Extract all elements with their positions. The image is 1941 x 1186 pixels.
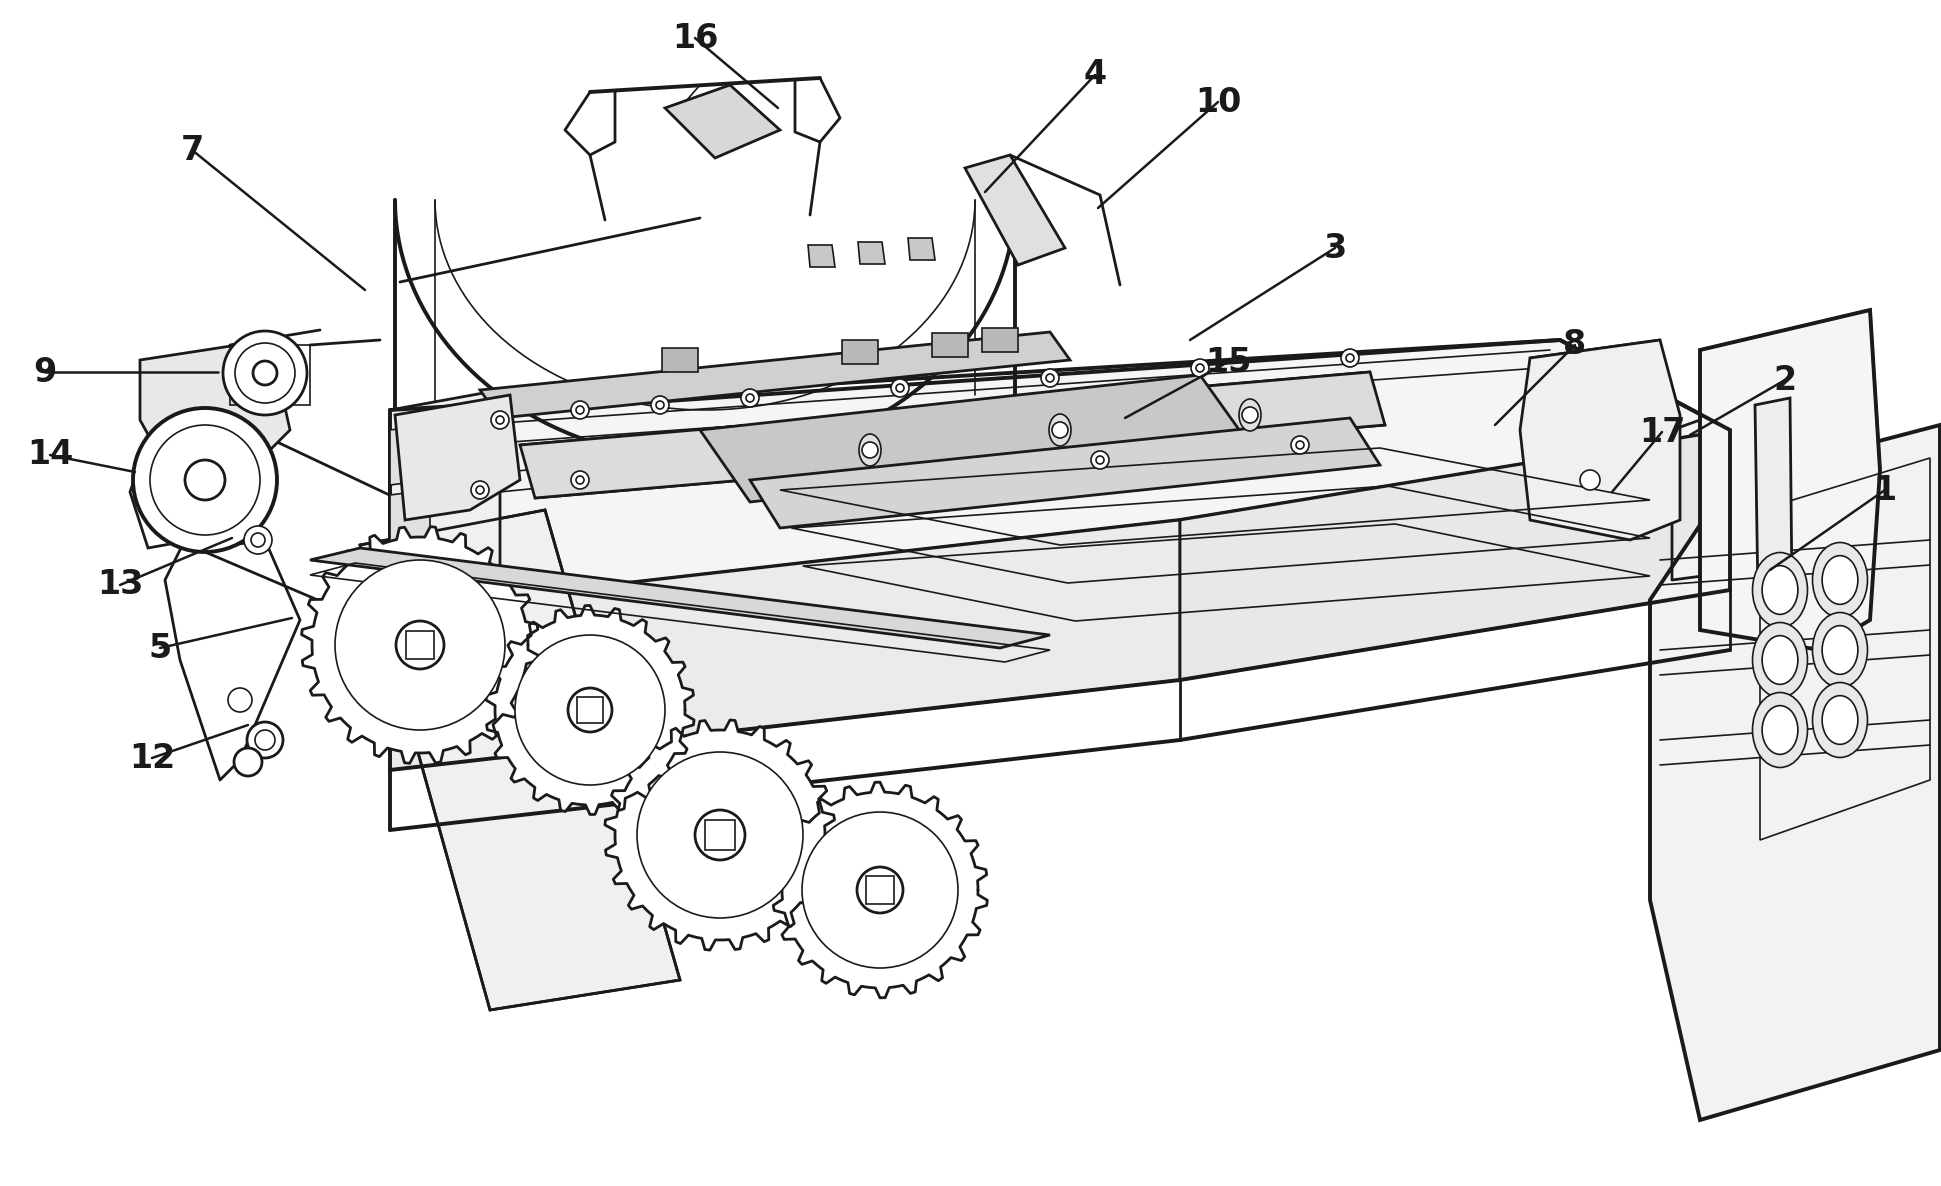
- Circle shape: [336, 560, 505, 731]
- Polygon shape: [842, 340, 877, 364]
- Polygon shape: [390, 490, 431, 550]
- Polygon shape: [130, 250, 1929, 1185]
- Ellipse shape: [1813, 682, 1867, 758]
- Circle shape: [1091, 451, 1108, 468]
- Circle shape: [1242, 407, 1258, 423]
- Polygon shape: [359, 510, 679, 1010]
- Ellipse shape: [1823, 555, 1858, 605]
- Circle shape: [858, 867, 903, 913]
- Circle shape: [235, 748, 262, 776]
- Circle shape: [569, 688, 611, 732]
- Polygon shape: [1520, 340, 1681, 540]
- Polygon shape: [390, 425, 431, 485]
- Text: 14: 14: [27, 439, 74, 472]
- Polygon shape: [606, 720, 835, 950]
- Polygon shape: [858, 242, 885, 264]
- Circle shape: [1580, 470, 1599, 490]
- Polygon shape: [773, 783, 988, 997]
- Polygon shape: [1650, 425, 1939, 1120]
- Ellipse shape: [1813, 612, 1867, 688]
- Polygon shape: [311, 548, 1050, 648]
- Circle shape: [514, 635, 666, 785]
- Polygon shape: [701, 375, 1250, 502]
- Circle shape: [247, 722, 283, 758]
- Circle shape: [1040, 369, 1060, 387]
- Polygon shape: [749, 417, 1380, 528]
- Ellipse shape: [1753, 623, 1807, 697]
- Circle shape: [227, 688, 252, 712]
- Text: 17: 17: [1638, 415, 1685, 448]
- Circle shape: [650, 396, 670, 414]
- Polygon shape: [301, 527, 538, 764]
- Text: 2: 2: [1774, 363, 1797, 396]
- Ellipse shape: [1048, 414, 1071, 446]
- Text: 5: 5: [148, 631, 171, 664]
- Polygon shape: [520, 372, 1386, 498]
- Text: 9: 9: [33, 356, 56, 389]
- Circle shape: [1052, 422, 1068, 438]
- Ellipse shape: [860, 434, 881, 466]
- Text: 1: 1: [1873, 473, 1896, 506]
- Ellipse shape: [1813, 542, 1867, 618]
- Circle shape: [134, 408, 278, 551]
- Polygon shape: [662, 347, 699, 372]
- Polygon shape: [705, 820, 736, 850]
- Polygon shape: [1755, 398, 1792, 598]
- Circle shape: [741, 389, 759, 407]
- Polygon shape: [576, 697, 604, 723]
- Ellipse shape: [1762, 566, 1797, 614]
- Polygon shape: [390, 340, 1729, 610]
- Polygon shape: [485, 606, 695, 815]
- Polygon shape: [807, 246, 835, 267]
- Circle shape: [472, 482, 489, 499]
- Polygon shape: [1700, 310, 1881, 650]
- Polygon shape: [908, 238, 936, 260]
- Circle shape: [1192, 359, 1209, 377]
- Polygon shape: [932, 333, 969, 357]
- Ellipse shape: [1823, 626, 1858, 675]
- Text: 4: 4: [1083, 58, 1106, 91]
- Ellipse shape: [1762, 706, 1797, 754]
- Circle shape: [637, 752, 804, 918]
- Polygon shape: [396, 395, 520, 519]
- Circle shape: [1291, 436, 1308, 454]
- Ellipse shape: [1238, 398, 1262, 431]
- Circle shape: [252, 361, 278, 385]
- Ellipse shape: [1753, 553, 1807, 627]
- Circle shape: [862, 442, 877, 458]
- Polygon shape: [866, 876, 893, 904]
- Polygon shape: [965, 155, 1066, 264]
- Polygon shape: [982, 329, 1017, 352]
- Circle shape: [491, 412, 509, 429]
- Text: 12: 12: [128, 741, 175, 774]
- Circle shape: [695, 810, 745, 860]
- Polygon shape: [140, 340, 289, 465]
- Polygon shape: [1180, 431, 1729, 680]
- Polygon shape: [390, 519, 1180, 770]
- Text: 3: 3: [1324, 231, 1347, 264]
- Ellipse shape: [1762, 636, 1797, 684]
- Circle shape: [245, 527, 272, 554]
- Text: 7: 7: [181, 134, 204, 166]
- Circle shape: [396, 621, 444, 669]
- Text: 10: 10: [1196, 85, 1240, 119]
- Polygon shape: [406, 631, 435, 659]
- Circle shape: [184, 460, 225, 500]
- Circle shape: [1341, 349, 1359, 366]
- Polygon shape: [666, 85, 780, 158]
- Text: 8: 8: [1563, 329, 1586, 362]
- Text: 15: 15: [1205, 345, 1252, 378]
- Text: 16: 16: [672, 21, 718, 55]
- Text: 13: 13: [97, 568, 144, 601]
- Ellipse shape: [1823, 696, 1858, 745]
- Polygon shape: [390, 390, 501, 665]
- Circle shape: [891, 380, 908, 397]
- Circle shape: [571, 401, 588, 419]
- Circle shape: [571, 471, 588, 489]
- Circle shape: [802, 812, 959, 968]
- Circle shape: [223, 331, 307, 415]
- Polygon shape: [479, 332, 1069, 417]
- Ellipse shape: [1753, 693, 1807, 767]
